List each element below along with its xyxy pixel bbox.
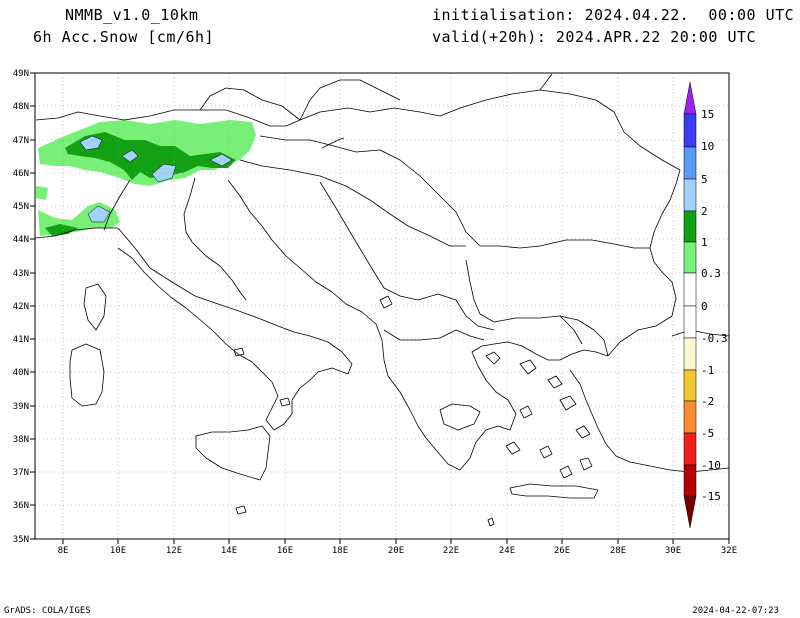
lat-tick-label: 36N — [13, 501, 29, 511]
lon-tick-label: 24E — [499, 546, 515, 556]
snow-area-apennine-heavy — [87, 205, 111, 223]
lat-tick-label: 38N — [13, 435, 29, 445]
lat-tick-label: 37N — [13, 468, 29, 478]
graticule — [35, 73, 729, 539]
snow-area-alps-heavy-1 — [79, 135, 103, 151]
snow-area-alps-medium — [65, 132, 236, 180]
colorbar-top-arrow — [683, 81, 697, 115]
snow-area-apennine-medium — [45, 224, 78, 236]
colorbar-swatch — [683, 210, 697, 243]
lon-tick-label: 20E — [388, 546, 404, 556]
snow-areas — [36, 120, 256, 236]
colorbar-label: -1 — [701, 364, 714, 377]
lat-tick-label: 40N — [13, 368, 29, 378]
colorbar-bottom-arrow — [683, 495, 697, 529]
plot-timestamp: 2024-04-22-07:23 — [692, 606, 779, 616]
model-name: NMMB_v1.0_10km — [65, 6, 199, 24]
colorbar-label: 5 — [701, 173, 708, 186]
lat-tick-label: 42N — [13, 302, 29, 312]
colorbar-label: 2 — [701, 205, 708, 218]
colorbar-swatch — [683, 113, 697, 148]
init-time: initialisation: 2024.04.22. 00:00 UTC — [432, 6, 795, 24]
colorbar-swatch — [683, 241, 697, 274]
lon-tick-label: 22E — [443, 546, 459, 556]
lat-tick-label: 44N — [13, 235, 29, 245]
colorbar-label: -2 — [701, 395, 714, 408]
lon-tick-label: 30E — [665, 546, 681, 556]
lon-tick-label: 32E — [721, 546, 737, 556]
lat-tick-label: 41N — [13, 335, 29, 345]
colorbar-swatch — [683, 464, 697, 497]
lon-tick-labels: 8E 10E 12E 14E 16E 18E 20E 22E 24E 26E 2… — [58, 546, 738, 556]
lat-tick-label: 45N — [13, 202, 29, 212]
lon-tick-label: 26E — [554, 546, 570, 556]
colorbar-label: 0.3 — [701, 267, 721, 280]
colorbar — [683, 81, 697, 529]
colorbar-label: -0.3 — [701, 332, 728, 345]
colorbar-labels: 15 10 5 2 1 0.3 0 -0.3 -1 -2 -5 -10 -15 — [701, 108, 728, 503]
colorbar-label: -10 — [701, 459, 721, 472]
lon-tick-label: 10E — [110, 546, 126, 556]
lat-tick-label: 35N — [13, 535, 29, 545]
lon-tick-label: 28E — [610, 546, 626, 556]
lon-tick-label: 12E — [166, 546, 182, 556]
colorbar-swatch — [683, 369, 697, 402]
colorbar-swatch — [683, 178, 697, 212]
lon-tick-label: 14E — [221, 546, 237, 556]
lon-tick-label: 16E — [277, 546, 293, 556]
colorbar-swatch — [683, 400, 697, 434]
lat-tick-label: 48N — [13, 102, 29, 112]
colorbar-label: 1 — [701, 236, 708, 249]
colorbar-swatch — [683, 432, 697, 466]
field-name: 6h Acc.Snow [cm/6h] — [33, 28, 215, 46]
colorbar-label: 10 — [701, 140, 714, 153]
grads-credit: GrADS: COLA/IGES — [4, 606, 91, 616]
colorbar-swatch — [683, 146, 697, 180]
colorbar-label: 0 — [701, 300, 708, 313]
colorbar-swatch — [683, 272, 697, 307]
colorbar-swatch — [683, 337, 697, 371]
snow-area-alps-heavy-3 — [121, 149, 139, 163]
lat-tick-label: 39N — [13, 402, 29, 412]
colorbar-label: -5 — [701, 427, 714, 440]
snow-area-france-edge — [36, 186, 48, 200]
lat-tick-label: 47N — [13, 136, 29, 146]
snow-area-alps-heavy-4 — [209, 153, 233, 167]
lat-tick-label: 46N — [13, 169, 29, 179]
colorbar-label: -15 — [701, 490, 721, 503]
colorbar-label: 15 — [701, 108, 714, 121]
lat-tick-label: 43N — [13, 269, 29, 279]
lat-tick-label: 49N — [13, 69, 29, 79]
coastlines-borders — [34, 73, 730, 527]
lon-tick-label: 8E — [58, 546, 69, 556]
valid-time: valid(+20h): 2024.APR.22 20:00 UTC — [432, 28, 757, 46]
lat-tick-labels: 35N 36N 37N 38N 39N 40N 41N 42N 43N 44N … — [13, 69, 29, 545]
colorbar-swatch — [683, 305, 697, 339]
lon-tick-label: 18E — [332, 546, 348, 556]
